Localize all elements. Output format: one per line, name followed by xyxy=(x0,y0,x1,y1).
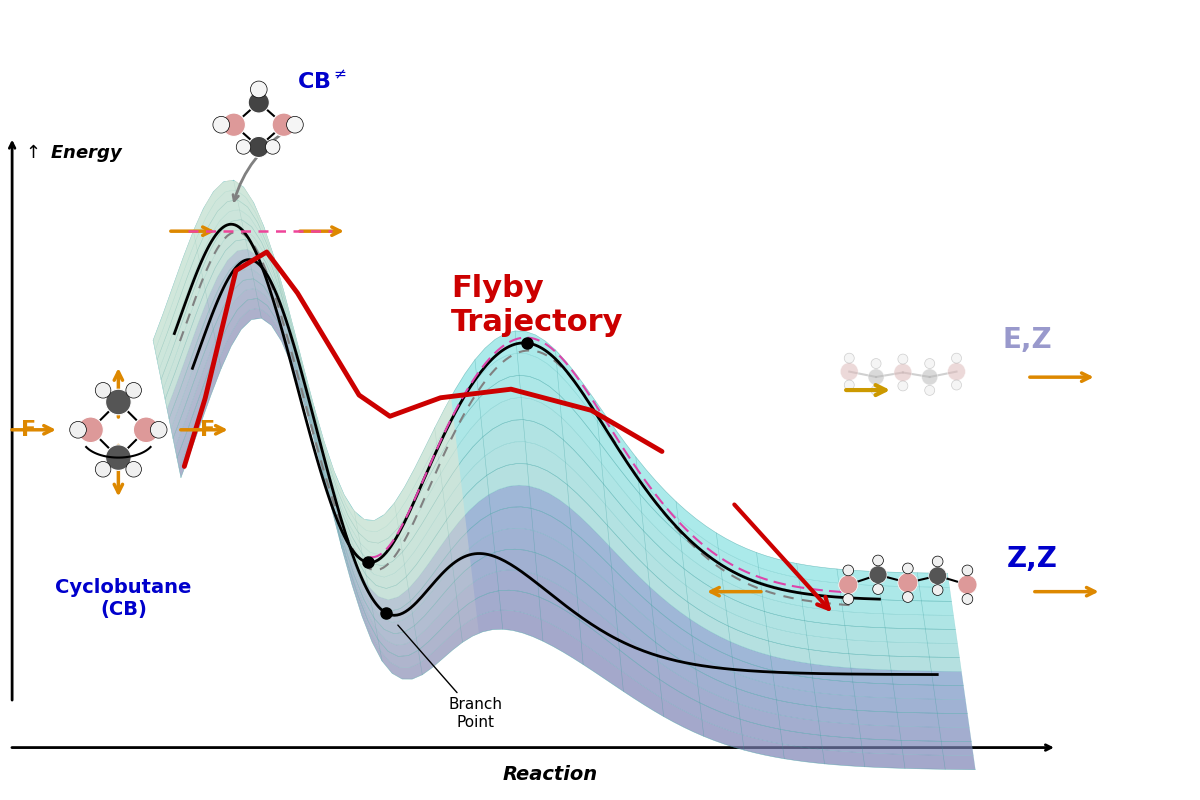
Circle shape xyxy=(840,362,858,381)
Circle shape xyxy=(894,363,912,382)
Circle shape xyxy=(925,358,935,369)
Circle shape xyxy=(70,422,86,438)
Circle shape xyxy=(95,382,110,398)
Polygon shape xyxy=(169,259,966,699)
Text: $\uparrow$ Energy: $\uparrow$ Energy xyxy=(22,142,124,164)
Polygon shape xyxy=(167,249,964,686)
Text: F: F xyxy=(22,420,36,440)
Circle shape xyxy=(126,382,142,398)
Circle shape xyxy=(898,573,918,593)
Circle shape xyxy=(948,362,966,381)
Polygon shape xyxy=(161,219,461,577)
Circle shape xyxy=(95,462,110,477)
Circle shape xyxy=(842,594,853,604)
Polygon shape xyxy=(179,308,976,770)
Polygon shape xyxy=(163,230,960,658)
Polygon shape xyxy=(157,200,954,615)
Circle shape xyxy=(78,417,103,442)
Polygon shape xyxy=(154,180,454,532)
Circle shape xyxy=(106,389,131,414)
Circle shape xyxy=(872,584,883,594)
Circle shape xyxy=(236,140,251,154)
Polygon shape xyxy=(160,210,955,630)
Polygon shape xyxy=(166,239,961,671)
Circle shape xyxy=(962,565,973,576)
Circle shape xyxy=(251,81,268,98)
Circle shape xyxy=(902,592,913,602)
Text: CB$^{\neq}$: CB$^{\neq}$ xyxy=(298,71,347,94)
Circle shape xyxy=(265,140,280,154)
Circle shape xyxy=(248,137,269,158)
Circle shape xyxy=(925,386,935,395)
Circle shape xyxy=(845,380,854,390)
Circle shape xyxy=(868,369,884,385)
Polygon shape xyxy=(170,269,470,634)
Polygon shape xyxy=(173,278,970,728)
Text: E,Z: E,Z xyxy=(1002,326,1052,354)
Polygon shape xyxy=(176,298,973,756)
Circle shape xyxy=(922,369,937,385)
Circle shape xyxy=(845,353,854,363)
Circle shape xyxy=(898,354,908,364)
Polygon shape xyxy=(160,210,458,566)
Circle shape xyxy=(106,445,131,470)
Text: Reaction: Reaction xyxy=(503,766,598,784)
Text: Flyby
Trajectory: Flyby Trajectory xyxy=(451,274,624,337)
Circle shape xyxy=(898,381,908,391)
Polygon shape xyxy=(169,258,469,622)
Circle shape xyxy=(952,353,961,363)
Circle shape xyxy=(962,594,973,604)
Polygon shape xyxy=(166,239,464,600)
Polygon shape xyxy=(157,199,457,554)
Polygon shape xyxy=(179,308,479,679)
Text: Cyclobutane
(CB): Cyclobutane (CB) xyxy=(55,578,192,619)
Polygon shape xyxy=(173,278,473,645)
Circle shape xyxy=(212,116,229,133)
Circle shape xyxy=(839,575,858,594)
Circle shape xyxy=(871,386,881,395)
Text: Z,Z: Z,Z xyxy=(1007,545,1057,573)
Circle shape xyxy=(222,113,246,137)
Circle shape xyxy=(929,567,947,585)
Circle shape xyxy=(932,585,943,595)
Circle shape xyxy=(272,113,295,137)
Polygon shape xyxy=(176,298,476,668)
Circle shape xyxy=(932,556,943,567)
Circle shape xyxy=(126,462,142,477)
Circle shape xyxy=(958,575,977,594)
Circle shape xyxy=(287,116,304,133)
Circle shape xyxy=(871,358,881,369)
Text: Branch
Point: Branch Point xyxy=(398,625,503,730)
Circle shape xyxy=(133,417,158,442)
Circle shape xyxy=(150,422,167,438)
Polygon shape xyxy=(161,219,958,643)
Polygon shape xyxy=(175,289,972,742)
Circle shape xyxy=(248,92,269,113)
Polygon shape xyxy=(155,190,952,602)
Polygon shape xyxy=(163,229,463,589)
Circle shape xyxy=(842,565,853,576)
Polygon shape xyxy=(167,249,467,611)
Polygon shape xyxy=(154,180,949,587)
Circle shape xyxy=(872,555,883,566)
Circle shape xyxy=(869,566,887,584)
Circle shape xyxy=(952,380,961,390)
Polygon shape xyxy=(155,190,455,543)
Polygon shape xyxy=(170,269,967,714)
Polygon shape xyxy=(175,288,475,657)
Circle shape xyxy=(902,563,913,574)
Text: F: F xyxy=(200,420,215,440)
